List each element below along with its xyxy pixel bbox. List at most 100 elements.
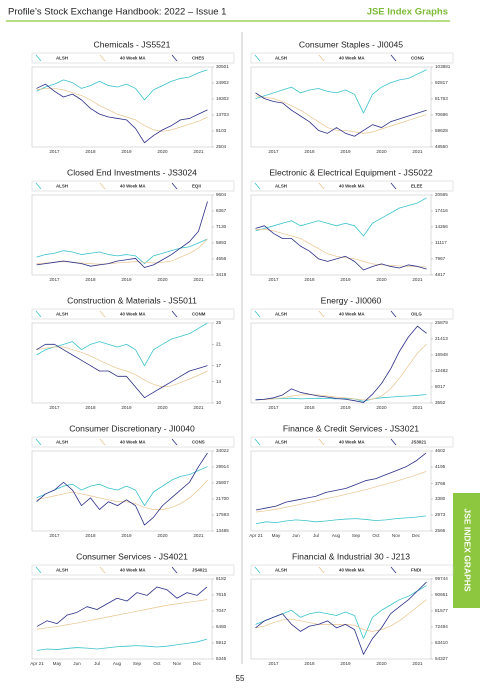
x-tick-label: Aug (332, 533, 341, 538)
x-tick-label: May (53, 661, 62, 666)
y-tick-label: 92817 (435, 80, 448, 85)
legend-swatch (318, 182, 325, 190)
x-tick-label: 2020 (157, 149, 168, 154)
legend-box (31, 52, 235, 64)
legend-label: CHES (192, 56, 204, 61)
y-tick-label: 90661 (435, 592, 448, 597)
x-tick-label: Oct (153, 661, 161, 666)
y-tick-label: 3552 (435, 400, 446, 405)
legend-label: 40 Week MA (120, 440, 146, 445)
legend-swatch (254, 566, 261, 574)
series-line (255, 471, 427, 513)
x-tick-label: 2021 (193, 149, 204, 154)
plot-frame (31, 66, 213, 148)
legend-label: CONG (411, 56, 425, 61)
legend-swatch (99, 566, 106, 574)
series-line (36, 201, 208, 268)
x-tick-label: 2020 (376, 277, 387, 282)
x-tick-label: 2019 (121, 277, 132, 282)
legend-label: 40 Week MA (339, 568, 365, 573)
legend-label: 40 Week MA (120, 568, 146, 573)
x-tick-label: 2021 (193, 277, 204, 282)
x-tick-label: Nov (173, 661, 182, 666)
y-tick-label: 8103 (216, 128, 227, 133)
chart-title: Consumer Staples - JI0045 (299, 39, 403, 49)
chart-title: Consumer Discretionary - JI0040 (69, 423, 195, 433)
x-tick-label: 2020 (157, 405, 168, 410)
legend-swatch (35, 54, 42, 62)
legend-swatch (254, 310, 261, 318)
series-line (36, 452, 208, 526)
legend-swatch (171, 54, 178, 62)
header-title: Profile’s Stock Exchange Handbook: 2022 … (8, 7, 226, 18)
legend-label: ALSH (275, 56, 287, 61)
y-tick-label: 72494 (435, 624, 448, 629)
series-line (36, 586, 208, 627)
legend-swatch (35, 182, 42, 190)
series-line (255, 599, 427, 632)
x-tick-label: 2019 (340, 661, 351, 666)
x-tick-label: 2018 (304, 277, 315, 282)
y-tick-label: 4656 (216, 256, 227, 261)
series-line (255, 452, 427, 511)
series-line (36, 346, 208, 388)
legend-label: ALSH (56, 184, 68, 189)
y-tick-label: 3419 (216, 272, 227, 277)
y-tick-label: 5893 (216, 240, 227, 245)
y-tick-label: 99744 (435, 576, 448, 581)
x-tick-label: 2020 (376, 661, 387, 666)
y-tick-label: 8367 (216, 208, 227, 213)
legend-label: 40 Week MA (339, 184, 365, 189)
y-tick-label: 13703 (216, 112, 229, 117)
series-line (36, 69, 208, 101)
y-tick-label: 25807 (216, 480, 229, 485)
legend-label: OILG (411, 312, 422, 317)
series-line (255, 325, 427, 403)
x-tick-label: 2017 (268, 661, 279, 666)
legend-swatch (390, 182, 397, 190)
x-tick-label: 2021 (412, 405, 423, 410)
y-tick-label: 4195 (435, 464, 446, 469)
y-tick-label: 3768 (435, 481, 446, 486)
x-tick-label: 2021 (412, 661, 423, 666)
x-tick-label: 2017 (49, 277, 60, 282)
x-tick-label: Nov (392, 533, 401, 538)
legend-box (31, 564, 235, 576)
legend-swatch (318, 54, 325, 62)
y-tick-label: 54327 (435, 656, 448, 661)
y-tick-label: 21700 (216, 496, 229, 501)
series-line (255, 581, 427, 655)
x-tick-label: 2021 (412, 277, 423, 282)
x-tick-label: Jun (73, 661, 81, 666)
x-tick-label: 2019 (121, 405, 132, 410)
legend-label: 40 Week MA (339, 312, 365, 317)
x-tick-label: 2017 (49, 149, 60, 154)
legend-swatch (390, 566, 397, 574)
chart-title: Financial & Industrial 30 - J213 (292, 551, 410, 561)
x-tick-label: 2018 (85, 277, 96, 282)
legend-swatch (254, 438, 261, 446)
legend-swatch (35, 438, 42, 446)
x-tick-label: 2021 (412, 149, 423, 154)
y-tick-label: 19302 (216, 96, 229, 101)
legend-label: ALSH (56, 440, 68, 445)
legend-label: FNDI (411, 568, 421, 573)
x-tick-label: 2019 (121, 149, 132, 154)
x-tick-label: 2019 (121, 533, 132, 538)
legend-label: 40 Week MA (339, 56, 365, 61)
y-tick-label: 7047 (216, 608, 227, 613)
legend-label: EQII (192, 184, 201, 189)
y-tick-label: 4602 (435, 448, 446, 453)
x-tick-label: 2018 (304, 405, 315, 410)
chart-title: Closed End Investments - JS3024 (67, 167, 197, 177)
legend-label: CONM (192, 312, 206, 317)
y-tick-label: 2566 (435, 528, 446, 533)
legend-label: CONS (192, 440, 205, 445)
y-tick-label: 103881 (435, 64, 451, 69)
series-line (255, 95, 427, 134)
legend-swatch (171, 310, 178, 318)
x-tick-label: Jul (313, 533, 319, 538)
y-tick-label: 25 (216, 320, 222, 325)
series-line (36, 238, 208, 264)
